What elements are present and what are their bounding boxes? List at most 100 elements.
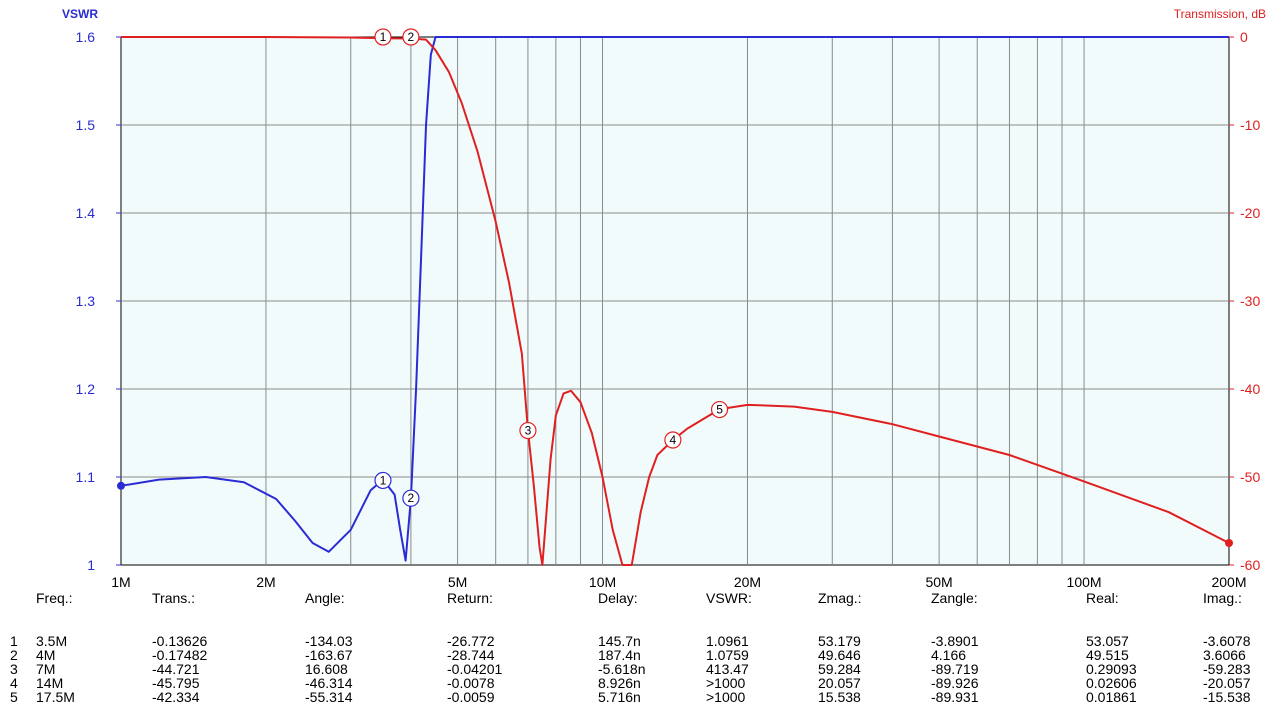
header-freq: Freq.: <box>36 590 73 606</box>
row-index: 4 <box>10 675 18 691</box>
right-axis: 0 -10 -20 -30 -40 -50 -60 <box>1229 29 1260 573</box>
table-cell: 17.5M <box>36 689 75 705</box>
marker-transmission-5: 5 <box>710 400 729 419</box>
table-cell: 59.284 <box>818 661 861 677</box>
table-cell: 1.0759 <box>706 647 749 663</box>
header-vswr: VSWR: <box>706 590 752 606</box>
table-cell: 4.166 <box>931 647 967 663</box>
table-cell: >1000 <box>706 675 746 691</box>
x-tick-label: 10M <box>589 574 616 590</box>
table-cell: 0.02606 <box>1086 675 1137 691</box>
table-cell: 1.0961 <box>706 633 749 649</box>
table-cell: -3.6078 <box>1203 633 1251 649</box>
marker-vswr-1: 1 <box>374 471 392 490</box>
header-zmag: Zmag.: <box>818 590 862 606</box>
table-cell: 4M <box>36 647 56 663</box>
table-cell: 0.01861 <box>1086 689 1137 705</box>
left-tick-label: 1.4 <box>76 205 96 221</box>
header-trans: Trans.: <box>152 590 196 606</box>
table-cell: -163.67 <box>305 647 353 663</box>
right-tick-label: -30 <box>1240 293 1260 309</box>
marker-transmission-4: 4 <box>664 431 682 449</box>
row-index: 2 <box>10 647 18 663</box>
marker-transmission-1: 1 <box>374 28 392 46</box>
table-cell: 15.538 <box>818 689 861 705</box>
table-cell: -44.721 <box>152 661 200 677</box>
chart: 11.11.21.31.41.51.6 0-10-20-30-40-50-60 … <box>62 7 1266 590</box>
marker-circle <box>664 431 682 449</box>
table-cell: 187.4n <box>598 647 641 663</box>
marker-label: 5 <box>716 403 723 417</box>
x-tick-label: 20M <box>734 574 761 590</box>
table-cell: 5.716n <box>598 689 641 705</box>
header-real: Real: <box>1086 590 1119 606</box>
row-index: 5 <box>10 689 18 705</box>
table-cell: 3.6066 <box>1203 647 1246 663</box>
marker-circle <box>519 421 537 440</box>
table-cell: -59.283 <box>1203 661 1251 677</box>
table-cell: -5.618n <box>598 661 646 677</box>
table-cell: -15.538 <box>1203 689 1251 705</box>
series-group <box>117 36 1233 566</box>
x-axis: 1M 2M 5M 10M 20M 50M 100M 200M <box>111 574 1246 590</box>
left-tick-label: 1.3 <box>76 293 96 309</box>
table-cell: -89.926 <box>931 675 979 691</box>
table-cell: 16.608 <box>305 661 348 677</box>
left-tick-label: 1 <box>87 557 95 573</box>
table-cell: -26.772 <box>447 633 495 649</box>
table-cell: 49.646 <box>818 647 861 663</box>
marker-label: 1 <box>380 473 387 487</box>
x-tick-label: 2M <box>256 574 275 590</box>
x-tick-label: 50M <box>925 574 952 590</box>
transmission-curve <box>121 36 1230 566</box>
table-cell: >1000 <box>706 689 746 705</box>
header-delay: Delay: <box>598 590 638 606</box>
left-tick-label: 1.5 <box>76 117 96 133</box>
table-cell: 0.29093 <box>1086 661 1137 677</box>
right-tick-label: -40 <box>1240 381 1260 397</box>
marker-label: 2 <box>408 30 415 44</box>
right-tick-label: -10 <box>1240 117 1260 133</box>
x-tick-label: 5M <box>448 574 467 590</box>
grid <box>121 37 1229 565</box>
table-cell: -0.04201 <box>447 661 503 677</box>
table-cell: -0.0059 <box>447 689 495 705</box>
table-cell: -3.8901 <box>931 633 979 649</box>
marker-circle <box>374 28 392 46</box>
table-cell: -42.334 <box>152 689 200 705</box>
table-cell: -0.17482 <box>152 647 208 663</box>
right-tick-label: -60 <box>1240 557 1260 573</box>
row-index: 3 <box>10 661 18 677</box>
vswr-curve <box>120 36 1229 562</box>
table-cell: -28.744 <box>447 647 495 663</box>
header-return: Return: <box>447 590 493 606</box>
marker-circle <box>374 471 392 490</box>
left-axis: 1 1.1 1.2 1.3 1.4 1.5 1.6 <box>76 29 121 573</box>
table-cell: 14M <box>36 675 64 691</box>
marker-circle <box>402 489 420 507</box>
right-tick-label: -50 <box>1240 469 1260 485</box>
table-cell: -55.314 <box>305 689 353 705</box>
vswr-start-dot <box>117 481 125 490</box>
right-axis-label: Transmission, dB <box>1174 7 1266 21</box>
marker-vswr-2: 2 <box>402 489 420 507</box>
table-cell: -45.795 <box>152 675 200 691</box>
table-cell: -134.03 <box>305 633 353 649</box>
marker-label: 2 <box>408 491 415 505</box>
table-cell: -46.314 <box>305 675 353 691</box>
left-tick-label: 1.6 <box>76 29 96 45</box>
table-cell: 3.5M <box>36 633 68 649</box>
table-cell: 49.515 <box>1086 647 1129 663</box>
table-cell: 7M <box>36 661 56 677</box>
table-cell: -20.057 <box>1203 675 1251 691</box>
table-cell: 53.179 <box>818 633 861 649</box>
x-tick-label: 1M <box>111 574 130 590</box>
left-tick-label: 1.1 <box>76 469 96 485</box>
marker-circle <box>402 28 420 46</box>
marker-transmission-3: 3 <box>519 421 537 440</box>
right-tick-label: -20 <box>1240 205 1260 221</box>
row-index: 1 <box>10 633 18 649</box>
header-imag: Imag.: <box>1203 590 1242 606</box>
header-zangle: Zangle: <box>931 590 978 606</box>
marker-label: 4 <box>670 433 677 447</box>
